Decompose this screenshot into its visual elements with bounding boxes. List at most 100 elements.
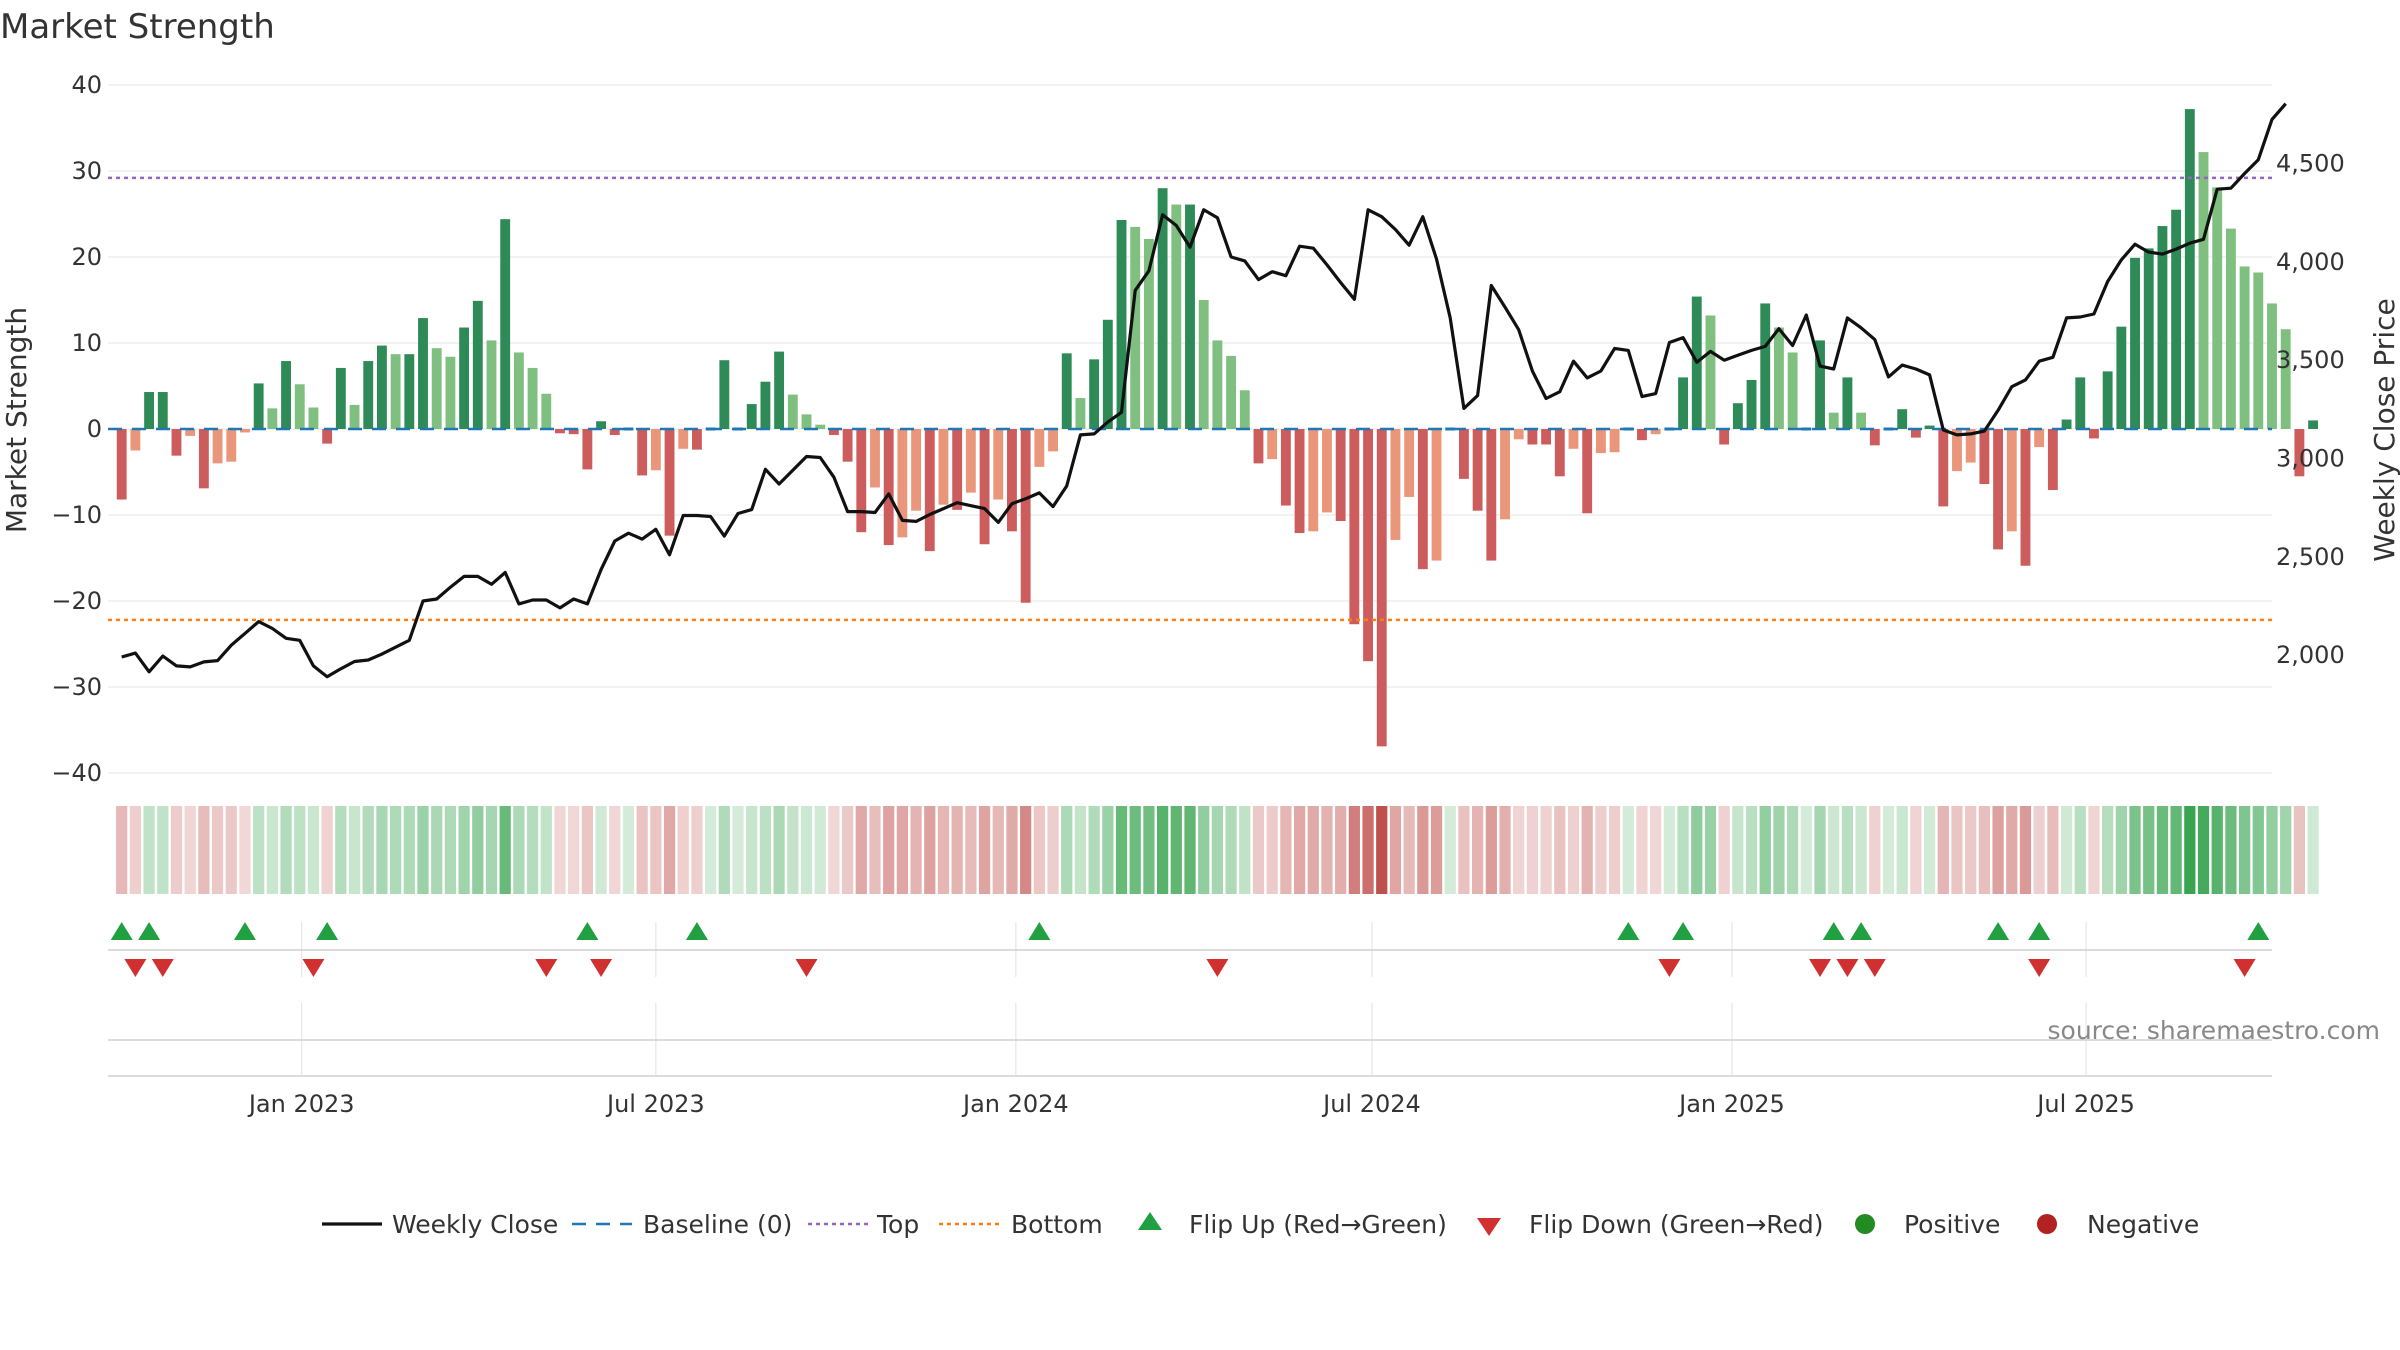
heat-cell <box>143 806 155 894</box>
heat-cell <box>2129 806 2141 894</box>
heat-cell <box>1061 806 1073 894</box>
heat-cell <box>1841 806 1854 894</box>
heat-cell <box>2102 806 2114 894</box>
heat-cell <box>1622 806 1634 894</box>
heat-cell <box>1800 806 1812 894</box>
flip-up-marker <box>316 922 339 940</box>
strength-bar <box>897 429 908 538</box>
strength-bar <box>1500 429 1510 520</box>
heat-cell <box>526 806 539 894</box>
legend-label: Flip Up (Red→Green) <box>1189 1210 1447 1239</box>
strength-bar <box>1869 429 1880 446</box>
heat-cell <box>1965 806 1977 894</box>
strength-bar <box>678 429 689 449</box>
heat-cell <box>1211 806 1224 894</box>
strength-bar <box>664 429 675 536</box>
heat-cell <box>1910 806 1922 894</box>
flip-up-marker <box>2247 922 2270 940</box>
strength-bar <box>226 429 237 462</box>
strength-bar <box>2294 429 2305 477</box>
x-tick-label: Jan 2024 <box>961 1090 1069 1118</box>
strength-bar <box>294 384 305 429</box>
legend-label: Weekly Close <box>392 1210 558 1239</box>
heat-cell <box>2115 806 2127 894</box>
strength-bar <box>952 429 963 510</box>
strength-bar <box>513 352 524 429</box>
flip-down-marker <box>535 959 558 977</box>
strength-bar <box>390 354 401 429</box>
strength-bar <box>2157 226 2168 429</box>
strength-bar <box>116 429 127 500</box>
heat-cell <box>253 806 265 894</box>
strength-bar <box>1143 238 1154 429</box>
strength-bar <box>1431 429 1442 561</box>
flip-up-marker <box>1028 922 1051 940</box>
strength-bar <box>1568 429 1579 449</box>
heat-cell <box>1362 806 1374 894</box>
legend-label: Bottom <box>1011 1210 1103 1239</box>
strength-bar <box>404 354 415 429</box>
heat-cell <box>841 806 854 894</box>
strength-bar <box>144 392 155 429</box>
heat-cell <box>1636 806 1648 894</box>
legend: Weekly Close Baseline (0) Top Bottom Flip Up… <box>322 1210 2199 1239</box>
strength-bar <box>1609 429 1620 453</box>
heat-cell <box>910 806 922 894</box>
heat-cell <box>1444 806 1456 894</box>
strength-bar <box>1089 359 1100 429</box>
heat-cell <box>1307 806 1319 894</box>
strength-bar <box>2184 109 2195 429</box>
heat-cell <box>2170 806 2182 894</box>
heat-cell <box>705 806 717 894</box>
heat-cell <box>1567 806 1580 894</box>
flip-down-marker <box>1836 959 1859 977</box>
y2-axis-label: Weekly Close Price <box>2368 298 2400 561</box>
flip-up-marker <box>576 922 599 940</box>
strength-bar <box>431 348 442 429</box>
strength-bar <box>2006 429 2017 532</box>
strength-bar <box>2239 266 2250 429</box>
y-tick-label: −20 <box>51 587 102 615</box>
strength-bar <box>1910 429 1921 438</box>
heat-cell <box>1458 806 1470 894</box>
strength-bar <box>1212 340 1223 429</box>
strength-bar <box>1774 327 1784 429</box>
heat-cell <box>1581 806 1593 894</box>
strength-bar <box>801 414 812 429</box>
strength-bar <box>1650 429 1661 435</box>
heat-cell <box>1485 806 1497 894</box>
heat-cell <box>1828 806 1840 894</box>
heat-cell <box>184 806 196 894</box>
heat-cell <box>759 806 772 894</box>
right-axis-ticks: 4,500 4,000 3,500 3,000 2,500 2,000 <box>2276 150 2345 669</box>
heat-cell <box>2156 806 2169 894</box>
heat-cell <box>2307 806 2319 894</box>
strength-bar <box>2089 429 2099 439</box>
strength-bar <box>911 429 922 511</box>
heat-cell <box>1814 806 1826 894</box>
heat-cell <box>2006 806 2018 894</box>
heat-cell <box>116 806 128 894</box>
heat-cell <box>390 806 402 894</box>
strength-bar <box>1897 409 1908 429</box>
strength-bar <box>1376 429 1387 747</box>
x-tick-label: Jan 2025 <box>1677 1090 1785 1118</box>
heat-cell <box>2225 806 2237 894</box>
strength-bar <box>623 427 634 431</box>
flip-up-marker <box>1822 922 1845 940</box>
heat-cell <box>1732 806 1744 894</box>
strength-bar <box>2047 429 2058 491</box>
flip-up-marker <box>233 922 256 940</box>
heat-cell <box>636 806 648 894</box>
strength-bar <box>500 219 511 429</box>
heat-cell <box>513 806 525 894</box>
strength-bar <box>2102 371 2113 429</box>
strength-bar <box>335 367 346 429</box>
heat-cell <box>1992 806 2004 894</box>
strength-bar <box>746 404 757 429</box>
y2-tick-label: 2,000 <box>2276 641 2345 669</box>
strength-bar <box>965 429 976 493</box>
heat-cell <box>1691 806 1703 894</box>
left-axis-ticks: 40 30 20 10 0 −10 −20 −30 −40 <box>51 71 102 787</box>
strength-bar <box>308 407 319 429</box>
